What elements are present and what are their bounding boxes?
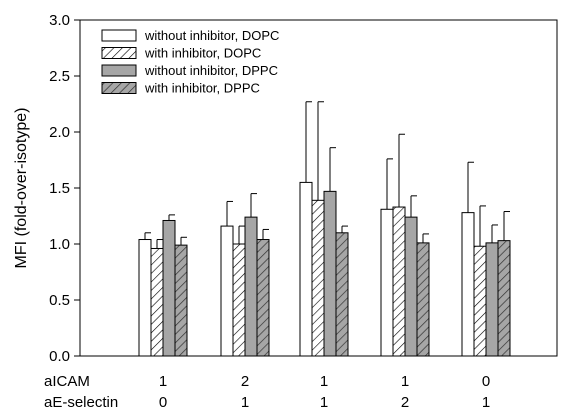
- row-value: 0: [482, 373, 490, 390]
- y-tick-label: 1.5: [49, 180, 70, 197]
- bar: [416, 242, 430, 357]
- y-tick-label: 0.5: [49, 292, 70, 309]
- row-value: 2: [241, 373, 249, 390]
- legend-label: without inhibitor, DPPC: [144, 63, 278, 78]
- bar: [323, 190, 337, 357]
- row-label: aICAM: [44, 373, 90, 390]
- y-tick-label: 3.0: [49, 12, 70, 29]
- bar: [335, 232, 349, 357]
- bar: [232, 243, 246, 357]
- y-axis-title: MFI (fold-over-isotype): [13, 108, 30, 269]
- bar: [497, 240, 511, 357]
- legend-label: with inhibitor, DPPC: [144, 81, 260, 96]
- row-value: 1: [401, 373, 409, 390]
- bar: [244, 216, 258, 357]
- legend: without inhibitor, DOPC with inhibitor, D…: [101, 28, 279, 96]
- y-tick-label: 0.0: [49, 348, 70, 365]
- y-tick-label: 2.5: [49, 68, 70, 85]
- row-value: 0: [159, 394, 167, 410]
- row-label: aE-selectin: [44, 394, 118, 410]
- row-value: 2: [401, 394, 409, 410]
- bars-group: [138, 181, 511, 357]
- legend-swatch: [101, 47, 137, 59]
- legend-swatch: [101, 64, 137, 77]
- error-bars-group: [144, 101, 510, 249]
- row-value: 1: [320, 394, 328, 410]
- bar: [138, 239, 152, 357]
- bar: [162, 219, 176, 357]
- legend-label: without inhibitor, DOPC: [144, 28, 279, 43]
- bar: [174, 244, 188, 357]
- bar: [473, 245, 487, 357]
- bar: [380, 208, 394, 357]
- y-axis: 0.0 0.5 1.0 1.5 2.0 2.5 3.0: [49, 12, 80, 365]
- row-value: 1: [320, 373, 328, 390]
- bar: [311, 199, 325, 357]
- bar: [392, 206, 406, 357]
- bar: [299, 181, 313, 357]
- legend-label: with inhibitor, DOPC: [144, 46, 261, 61]
- bar: [220, 225, 234, 357]
- y-tick-label: 2.0: [49, 124, 70, 141]
- row-value: 1: [482, 394, 490, 410]
- bar: [485, 242, 499, 357]
- legend-swatch: [101, 29, 137, 42]
- bar: [461, 212, 475, 357]
- legend-swatch: [101, 82, 137, 94]
- row-value: 1: [241, 394, 249, 410]
- bar: [256, 239, 270, 357]
- condition-table: aICAM 1 2 1 1 0 aE-selectin 0 1 1 2 1: [44, 373, 490, 410]
- bar: [150, 247, 164, 357]
- bar: [404, 216, 418, 357]
- row-value: 1: [159, 373, 167, 390]
- y-tick-label: 1.0: [49, 236, 70, 253]
